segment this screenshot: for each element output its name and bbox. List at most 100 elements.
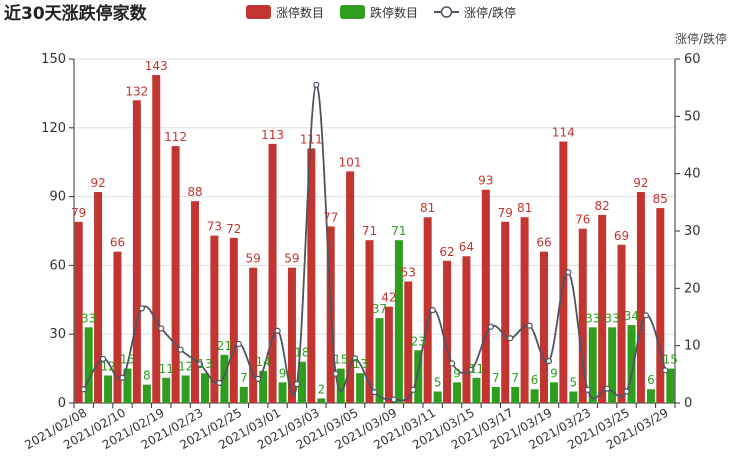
data-label-limit-up: 85: [653, 192, 668, 206]
bar-limit-up: [636, 192, 645, 403]
data-label-limit-up: 59: [246, 252, 261, 266]
bar-limit-up: [191, 201, 200, 403]
ratio-line-point: [429, 307, 436, 314]
ratio-line[interactable]: [80, 81, 669, 403]
data-label-limit-down: 11: [469, 362, 484, 376]
data-label-limit-up: 77: [323, 210, 338, 224]
ratio-line-point: [80, 386, 87, 393]
legend-swatch-marker: [440, 6, 453, 18]
data-label-limit-up: 72: [226, 222, 241, 236]
bar-limit-down: [627, 325, 636, 403]
y-tick-label: 90: [49, 190, 66, 205]
ratio-line-point: [216, 379, 223, 387]
bar-limit-up: [520, 217, 529, 403]
data-label-limit-down: 13: [352, 357, 367, 371]
bar-limit-up: [152, 75, 161, 403]
bar-limit-up: [365, 240, 374, 403]
bar-limit-up: [617, 244, 626, 403]
bar-limit-up: [656, 208, 665, 403]
ratio-line-point: [352, 355, 359, 362]
bar-limit-up: [539, 251, 548, 403]
data-label-limit-up: 112: [164, 130, 187, 144]
bar-limit-down: [356, 373, 365, 403]
bar-limit-up: [132, 100, 141, 403]
data-label-limit-up: 66: [536, 236, 551, 250]
legend-item[interactable]: 涨停数目: [246, 5, 324, 20]
bars[interactable]: [74, 75, 675, 403]
bar-limit-down: [646, 389, 655, 403]
bar-limit-down: [181, 375, 190, 403]
ratio-line-point: [274, 327, 281, 334]
ratio-line-point: [526, 322, 533, 329]
data-label-limit-up: 101: [339, 155, 362, 169]
data-label-limit-down: 6: [531, 373, 539, 387]
ratio-line-point: [507, 335, 514, 342]
bar-limit-up: [384, 306, 393, 403]
bar-limit-up: [578, 228, 587, 403]
data-label-limit-up: 81: [420, 201, 435, 215]
data-label-limit-up: 113: [261, 128, 284, 142]
legend-label: 跌停数目: [370, 5, 418, 20]
y2-tick-label: 50: [684, 109, 701, 124]
data-label-limit-down: 34: [624, 309, 639, 323]
y2-tick-label: 20: [684, 281, 701, 296]
legend-item[interactable]: 涨停/跌停: [434, 5, 516, 20]
bar-limit-down: [414, 350, 423, 403]
bar-limit-down: [433, 391, 442, 403]
bar-limit-down: [84, 327, 93, 403]
bar-limit-up: [559, 141, 568, 403]
legend-item[interactable]: 跌停数目: [340, 5, 418, 20]
data-label-limit-down: 33: [605, 311, 620, 325]
bar-limit-down: [317, 398, 326, 403]
data-label-limit-down: 33: [585, 311, 600, 325]
ratio-line-point: [196, 360, 204, 368]
data-label-limit-down: 15: [120, 353, 135, 367]
bar-limit-down: [297, 361, 306, 403]
data-label-limit-down: 7: [492, 371, 500, 385]
data-label-limit-up: 71: [362, 224, 377, 238]
y-tick-label: 120: [41, 121, 66, 136]
data-label-limit-down: 9: [279, 366, 287, 380]
bar-limit-up: [113, 251, 122, 403]
bar-limit-down: [104, 375, 113, 403]
data-label-limit-up: 114: [552, 126, 575, 140]
bar-limit-up: [423, 217, 432, 403]
bar-limit-down: [220, 354, 229, 403]
ratio-line-point: [487, 323, 494, 330]
bar-limit-up: [404, 281, 413, 403]
ratio-line-point: [604, 385, 611, 392]
data-label-limit-down: 21: [217, 339, 232, 353]
bar-limit-up: [501, 221, 510, 403]
ratio-line-point: [584, 386, 591, 393]
bar-limit-down: [569, 391, 578, 403]
y2-axis-title: 涨停/跌停: [675, 31, 727, 46]
data-label-limit-down: 2: [318, 382, 326, 396]
chart-legend[interactable]: 涨停数目 跌停数目 涨停/跌停: [246, 5, 516, 20]
y-tick-label: 150: [41, 52, 66, 67]
data-label-limit-up: 42: [381, 291, 396, 305]
ratio-line-point: [468, 366, 475, 373]
bar-limit-up: [443, 260, 452, 403]
bar-limit-up: [94, 192, 103, 403]
legend-swatch: [246, 5, 271, 19]
bar-limit-down: [336, 368, 345, 403]
bar-limit-up: [249, 267, 258, 403]
data-label-limit-down: 5: [570, 376, 578, 390]
ratio-line-point: [623, 388, 630, 395]
bar-limit-down: [162, 377, 171, 403]
ratio-line-point: [99, 355, 107, 362]
data-label-limit-down: 6: [647, 373, 655, 387]
data-label-limit-up: 82: [595, 199, 610, 213]
bar-limit-up: [171, 146, 180, 403]
bar-limit-down: [511, 386, 520, 403]
legend-label: 涨停数目: [276, 5, 324, 20]
bar-limit-down: [472, 377, 481, 403]
data-label-limit-down: 7: [240, 371, 248, 385]
data-label-limit-up: 92: [633, 176, 648, 190]
data-label-limit-up: 92: [90, 176, 105, 190]
ratio-line-point: [158, 325, 165, 332]
bar-limit-down: [259, 370, 268, 403]
legend-swatch: [340, 5, 365, 19]
bar-limit-down: [453, 382, 462, 403]
